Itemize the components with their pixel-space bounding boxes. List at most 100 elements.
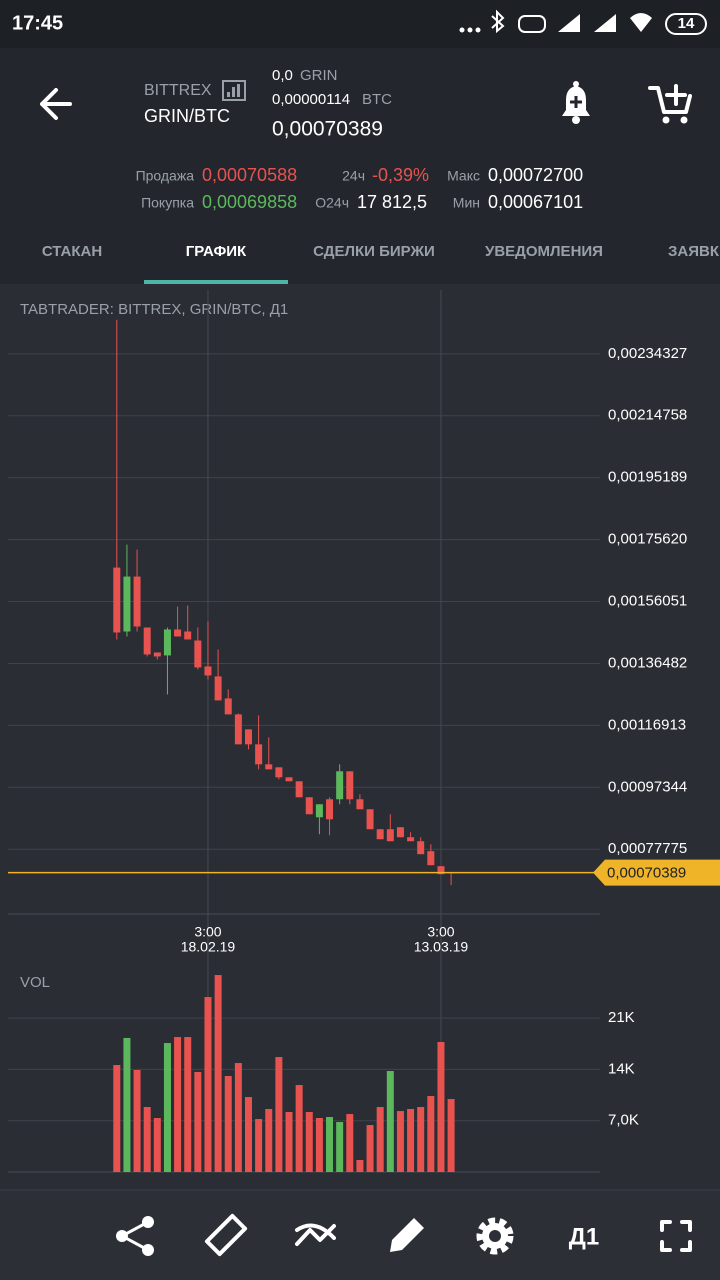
candle-body [346,771,354,800]
draw-button[interactable] [390,1218,424,1252]
y-tick-label: 0,00156051 [608,592,687,609]
exchange: BITTREX [144,82,212,99]
candle-body [366,809,374,830]
sell-price: 0,00070588 [202,165,297,185]
volume-bar [224,1076,232,1172]
candle-body [437,866,445,875]
x-tick-label: 18.02.19 [181,939,236,955]
volume-bar [346,1114,354,1172]
toolbar-bg [0,1190,720,1280]
current-price-tag [593,859,720,886]
volume-bar [143,1107,151,1172]
balance: 0,0 [272,67,293,84]
volume-bar [305,1111,313,1172]
candle-body [113,567,121,633]
candle-body [133,576,141,627]
y-tick-label: 0,00116913 [608,716,686,733]
candle-body [315,804,323,818]
buy-label: Покупка [141,195,194,211]
volume-bar [244,1097,252,1172]
volume-bar [234,1063,242,1172]
candle-body [376,829,384,840]
candle-body [194,640,202,668]
y-tick-label: 14K [608,1060,635,1077]
volume-bar [204,997,212,1172]
back-button[interactable] [40,88,72,120]
volume-bar [285,1111,293,1172]
candle-body [153,652,161,657]
alert-button[interactable] [562,81,590,124]
tab-indicator [144,280,288,284]
candle-body [305,797,313,815]
volume: 17 812,5 [357,192,427,212]
buy-price: 0,00069858 [202,192,297,212]
candle-body [244,729,252,745]
volume-bar [113,1065,121,1172]
volume-bar [376,1107,384,1172]
candle-body [275,767,283,778]
y-tick-label: 0,00136482 [608,654,687,671]
tab[interactable]: СДЕЛКИ БИРЖИ [313,243,435,260]
volume-bar [214,975,222,1172]
candle-body [184,631,192,640]
y-tick-label: 0,00195189 [608,469,687,486]
candle-body [265,764,273,770]
candle-body [255,744,263,765]
y-tick-label: 0,00097344 [608,778,687,795]
volume-bar [123,1037,131,1172]
candle-body [396,827,404,838]
y-tick-label: 21K [608,1009,635,1026]
current-price-label: 0,00070389 [607,865,686,882]
volume-bar [265,1108,273,1172]
tab[interactable]: ЗАЯВК [668,243,720,260]
y-tick-label: 7,0K [608,1112,639,1129]
high-label: Макс [447,168,480,184]
indicators-button[interactable] [295,1223,336,1246]
last-price: 0,00070389 [272,118,383,141]
y-tick-label: 0,00234327 [608,345,687,362]
timeframe-button[interactable]: Д1 [569,1223,599,1250]
candle-body [123,576,131,632]
volume-bar [417,1107,425,1172]
high: 0,00072700 [488,165,583,185]
low: 0,00067101 [488,192,583,212]
tab[interactable]: СТАКАН [42,243,102,260]
candle-body [204,666,212,676]
fullscreen-button[interactable] [660,1220,692,1252]
volume-bar [407,1108,415,1172]
volume-bar [194,1071,202,1172]
x-tick-time: 3:00 [427,924,454,940]
candle-body [356,799,364,810]
candle-body [174,629,182,637]
unit-price: 0,00000114 [272,91,350,108]
volume-bar [184,1037,192,1172]
candle-body [163,629,171,656]
chart-title: TABTRADER: BITTREX, GRIN/BTC, Д1 [20,301,288,318]
y-tick-label: 0,00214758 [608,407,687,424]
tab[interactable]: УВЕДОМЛЕНИЯ [485,243,603,260]
volume-label: О24ч [315,195,349,211]
volume-bar [163,1043,171,1172]
balance-unit: GRIN [300,67,338,84]
tab-active[interactable]: ГРАФИК [186,243,247,260]
change-label: 24ч [342,168,365,184]
candle-body [285,777,293,782]
settings-button[interactable] [476,1217,514,1255]
unit-price-currency: BTC [362,91,392,108]
status-icons [459,9,707,35]
share-button[interactable] [116,1216,154,1256]
order-button[interactable] [648,84,692,124]
volume-bar [255,1119,263,1172]
volume-bar [356,1159,364,1172]
volume-bar [427,1096,435,1172]
volume-bar [174,1037,182,1172]
candle-body [417,841,425,855]
x-tick-time: 3:00 [194,924,221,940]
header-bg [0,48,720,284]
candle-body [295,781,303,798]
ruler-button[interactable] [204,1213,248,1257]
low-label: Мин [453,195,480,211]
clock: 17:45 [12,12,63,34]
